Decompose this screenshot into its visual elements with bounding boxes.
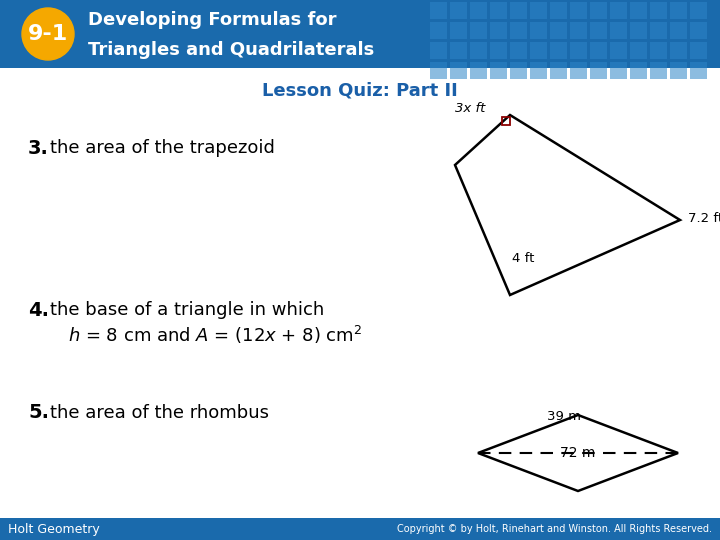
Bar xyxy=(530,22,547,39)
Text: 72 m: 72 m xyxy=(560,446,595,460)
Bar xyxy=(670,2,687,19)
Text: $h$ = 8 cm and $A$ = (12$x$ + 8) cm$^2$: $h$ = 8 cm and $A$ = (12$x$ + 8) cm$^2$ xyxy=(68,324,362,346)
Bar xyxy=(570,22,587,39)
Bar xyxy=(550,2,567,19)
Text: Holt Geometry: Holt Geometry xyxy=(8,523,100,536)
Text: the base of a triangle in which: the base of a triangle in which xyxy=(50,301,324,319)
Bar xyxy=(610,2,627,19)
Bar xyxy=(530,62,547,79)
Bar xyxy=(650,62,667,79)
Bar xyxy=(570,2,587,19)
Bar xyxy=(430,42,447,59)
Text: 3x ft: 3x ft xyxy=(455,102,485,114)
Bar xyxy=(610,42,627,59)
Bar xyxy=(610,22,627,39)
Text: 4 ft: 4 ft xyxy=(512,252,534,265)
Bar xyxy=(450,22,467,39)
Bar xyxy=(650,2,667,19)
Bar xyxy=(510,42,527,59)
Text: the area of the trapezoid: the area of the trapezoid xyxy=(50,139,275,157)
Bar xyxy=(510,62,527,79)
Bar xyxy=(570,42,587,59)
Bar xyxy=(470,2,487,19)
Bar xyxy=(470,22,487,39)
Bar xyxy=(610,62,627,79)
Bar xyxy=(690,22,707,39)
Polygon shape xyxy=(455,115,680,295)
Bar xyxy=(490,42,507,59)
Bar xyxy=(450,42,467,59)
Text: Lesson Quiz: Part II: Lesson Quiz: Part II xyxy=(262,81,458,99)
Text: 3.: 3. xyxy=(28,138,49,158)
Bar xyxy=(490,2,507,19)
Bar xyxy=(630,62,647,79)
Bar xyxy=(430,2,447,19)
Bar xyxy=(650,42,667,59)
Bar xyxy=(690,62,707,79)
Bar xyxy=(630,42,647,59)
Text: 7.2 ft: 7.2 ft xyxy=(688,212,720,225)
Bar xyxy=(510,22,527,39)
Bar xyxy=(450,62,467,79)
Bar xyxy=(510,2,527,19)
Bar xyxy=(530,2,547,19)
Bar xyxy=(630,2,647,19)
Bar xyxy=(690,42,707,59)
Bar xyxy=(650,22,667,39)
Bar xyxy=(490,22,507,39)
Bar xyxy=(690,2,707,19)
Bar xyxy=(470,42,487,59)
Bar xyxy=(590,22,607,39)
Bar xyxy=(590,62,607,79)
Bar xyxy=(470,62,487,79)
Bar xyxy=(550,22,567,39)
Text: 5.: 5. xyxy=(28,403,49,422)
Bar xyxy=(670,42,687,59)
Bar xyxy=(550,42,567,59)
Circle shape xyxy=(22,8,74,60)
Bar xyxy=(490,62,507,79)
Bar xyxy=(570,62,587,79)
Bar xyxy=(670,62,687,79)
Bar xyxy=(550,62,567,79)
Text: the area of the rhombus: the area of the rhombus xyxy=(50,404,269,422)
Bar xyxy=(630,22,647,39)
Text: Developing Formulas for: Developing Formulas for xyxy=(88,11,336,29)
Bar xyxy=(430,22,447,39)
Text: 4.: 4. xyxy=(28,300,49,320)
Bar xyxy=(590,42,607,59)
Polygon shape xyxy=(478,415,678,491)
Text: 9-1: 9-1 xyxy=(28,24,68,44)
Text: 39 m: 39 m xyxy=(547,409,581,422)
Bar xyxy=(0,518,720,540)
Bar xyxy=(430,62,447,79)
Bar xyxy=(502,117,510,125)
Bar xyxy=(670,22,687,39)
Text: Triangles and Quadrilaterals: Triangles and Quadrilaterals xyxy=(88,41,374,59)
Bar xyxy=(530,42,547,59)
Text: Copyright © by Holt, Rinehart and Winston. All Rights Reserved.: Copyright © by Holt, Rinehart and Winsto… xyxy=(397,524,712,534)
Bar xyxy=(450,2,467,19)
Bar xyxy=(590,2,607,19)
Bar xyxy=(0,0,720,68)
